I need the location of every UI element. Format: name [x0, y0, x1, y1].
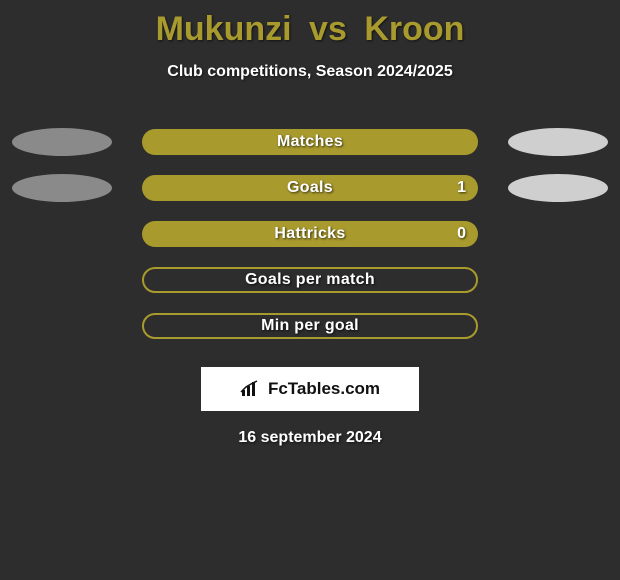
ellipse-right: [508, 128, 608, 156]
stat-label: Min per goal: [261, 317, 359, 335]
stat-bar: Goals per match: [142, 267, 478, 293]
logo-text: FcTables.com: [268, 379, 380, 399]
stat-bar: Matches: [142, 129, 478, 155]
stat-label: Hattricks: [274, 225, 345, 243]
chart-icon: [240, 380, 262, 398]
ellipse-left: [12, 174, 112, 202]
ellipse-right: [508, 174, 608, 202]
player2-name: Kroon: [364, 10, 464, 48]
stat-bar: Hattricks 0: [142, 221, 478, 247]
subtitle: Club competitions, Season 2024/2025: [0, 63, 620, 81]
stat-row-matches: Matches: [0, 119, 620, 165]
stat-value-right: 1: [457, 179, 466, 197]
stat-row-gpm: Goals per match: [0, 257, 620, 303]
stat-bar: Goals 1: [142, 175, 478, 201]
stat-label: Goals: [287, 179, 333, 197]
stat-row-goals: Goals 1: [0, 165, 620, 211]
ellipse-left: [12, 128, 112, 156]
stat-label: Goals per match: [245, 271, 375, 289]
logo-box: FcTables.com: [201, 367, 419, 411]
page-title: Mukunzi vs Kroon: [0, 0, 620, 49]
date-text: 16 september 2024: [0, 429, 620, 447]
player1-name: Mukunzi: [156, 10, 292, 48]
stat-label: Matches: [277, 133, 343, 151]
stat-value-right: 0: [457, 225, 466, 243]
vs-text: vs: [309, 10, 347, 48]
stats-container: Matches Goals 1 Hattricks 0 Goals per ma…: [0, 119, 620, 349]
stat-row-hattricks: Hattricks 0: [0, 211, 620, 257]
stat-row-mpg: Min per goal: [0, 303, 620, 349]
stat-bar: Min per goal: [142, 313, 478, 339]
